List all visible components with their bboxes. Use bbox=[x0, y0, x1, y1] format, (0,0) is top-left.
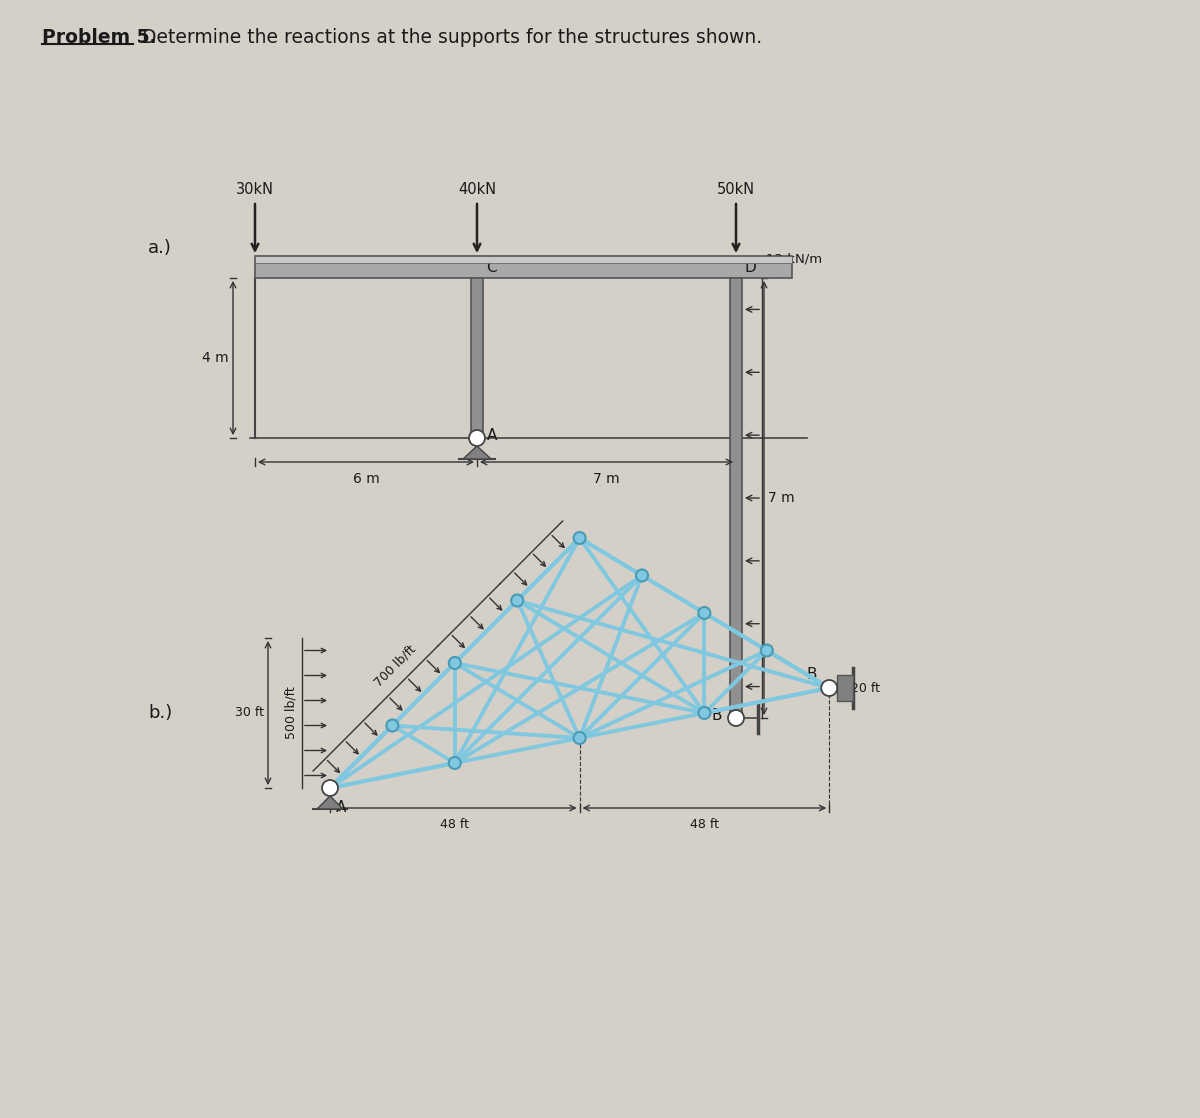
Text: 7 m: 7 m bbox=[593, 472, 620, 486]
Circle shape bbox=[449, 657, 461, 669]
Text: 700 lb/ft: 700 lb/ft bbox=[372, 643, 419, 689]
Circle shape bbox=[574, 532, 586, 544]
Text: B: B bbox=[712, 709, 722, 723]
Text: 40kN: 40kN bbox=[458, 182, 496, 197]
Text: 12 kN/m: 12 kN/m bbox=[766, 253, 822, 266]
Text: 50kN: 50kN bbox=[716, 182, 755, 197]
Circle shape bbox=[322, 780, 338, 796]
Circle shape bbox=[324, 781, 336, 794]
Circle shape bbox=[636, 569, 648, 581]
Circle shape bbox=[469, 430, 485, 446]
Text: B: B bbox=[806, 667, 817, 682]
Circle shape bbox=[449, 757, 461, 769]
Circle shape bbox=[728, 710, 744, 726]
Polygon shape bbox=[470, 278, 482, 438]
Text: A: A bbox=[487, 428, 497, 444]
Circle shape bbox=[574, 732, 586, 743]
Circle shape bbox=[821, 680, 838, 697]
Text: 4 m: 4 m bbox=[203, 351, 229, 364]
Polygon shape bbox=[256, 256, 792, 263]
Circle shape bbox=[698, 707, 710, 719]
Polygon shape bbox=[317, 796, 343, 809]
Text: A: A bbox=[336, 800, 347, 815]
Text: Determine the reactions at the supports for the structures shown.: Determine the reactions at the supports … bbox=[136, 28, 762, 47]
Text: 48 ft: 48 ft bbox=[690, 818, 719, 831]
Circle shape bbox=[823, 682, 835, 694]
Circle shape bbox=[386, 720, 398, 731]
Text: 7 m: 7 m bbox=[768, 491, 794, 505]
Text: a.): a.) bbox=[148, 239, 172, 257]
Text: Problem 5.: Problem 5. bbox=[42, 28, 157, 47]
Circle shape bbox=[511, 595, 523, 606]
Text: 6 m: 6 m bbox=[353, 472, 379, 486]
Polygon shape bbox=[463, 446, 491, 459]
Polygon shape bbox=[730, 278, 742, 718]
Text: 500 lb/ft: 500 lb/ft bbox=[286, 686, 298, 739]
Text: 20 ft: 20 ft bbox=[851, 682, 881, 694]
Circle shape bbox=[698, 607, 710, 619]
Text: 48 ft: 48 ft bbox=[440, 818, 469, 831]
Circle shape bbox=[761, 644, 773, 656]
Polygon shape bbox=[256, 256, 792, 278]
Text: D: D bbox=[745, 260, 757, 275]
Text: b.): b.) bbox=[148, 704, 173, 722]
Text: 30 ft: 30 ft bbox=[235, 707, 264, 720]
Bar bbox=[838, 675, 853, 701]
Text: 30kN: 30kN bbox=[236, 182, 274, 197]
Text: C: C bbox=[486, 260, 497, 275]
